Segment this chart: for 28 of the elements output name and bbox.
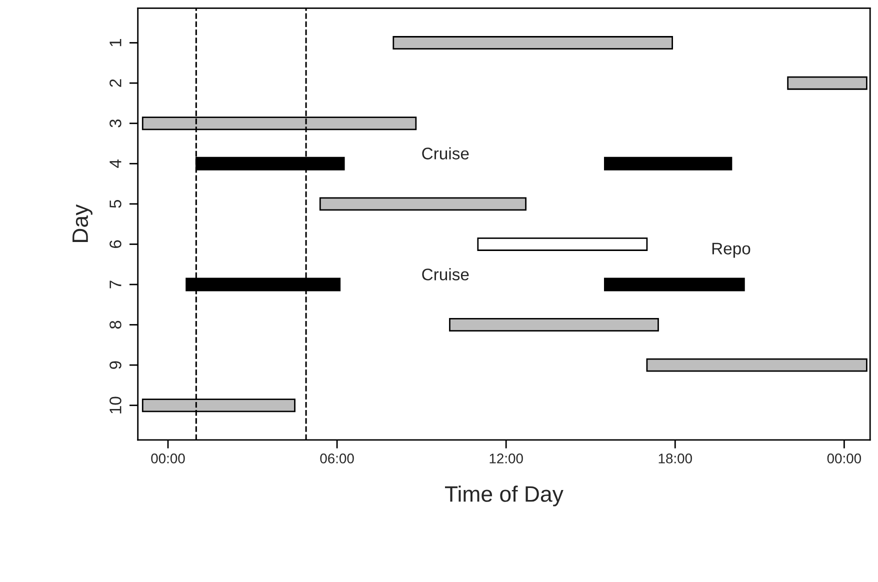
bar [319, 197, 526, 211]
y-tick-label: 4 [110, 159, 122, 168]
y-tick-label: 2 [110, 79, 122, 87]
x-tick-label: 00:00 [827, 454, 862, 464]
annotation: Cruise [422, 147, 469, 160]
y-tick-label: 9 [110, 361, 122, 369]
y-tick-label: 3 [110, 119, 122, 128]
y-axis-title: Day [72, 204, 92, 242]
x-tick-label: 18:00 [658, 454, 692, 464]
annotation: Repo [712, 242, 750, 258]
y-tick-label: 5 [110, 200, 122, 208]
bar [604, 278, 745, 292]
x-tick-label: 00:00 [151, 454, 185, 464]
bar [392, 36, 674, 50]
y-tick-label: 10 [110, 396, 122, 414]
y-tick-label: 8 [110, 320, 122, 329]
bar [449, 318, 659, 332]
bar [787, 76, 868, 90]
x-axis-title: Time of Day [445, 486, 564, 506]
bar [477, 237, 648, 251]
x-tick-label: 06:00 [320, 454, 354, 464]
y-tick-label: 1 [110, 38, 122, 46]
annotation: Cruise [422, 268, 469, 280]
y-tick-label: 7 [110, 280, 122, 288]
x-tick-label: 12:00 [490, 454, 523, 464]
bar [646, 358, 868, 372]
bar [604, 156, 732, 170]
y-tick-label: 6 [110, 240, 122, 248]
